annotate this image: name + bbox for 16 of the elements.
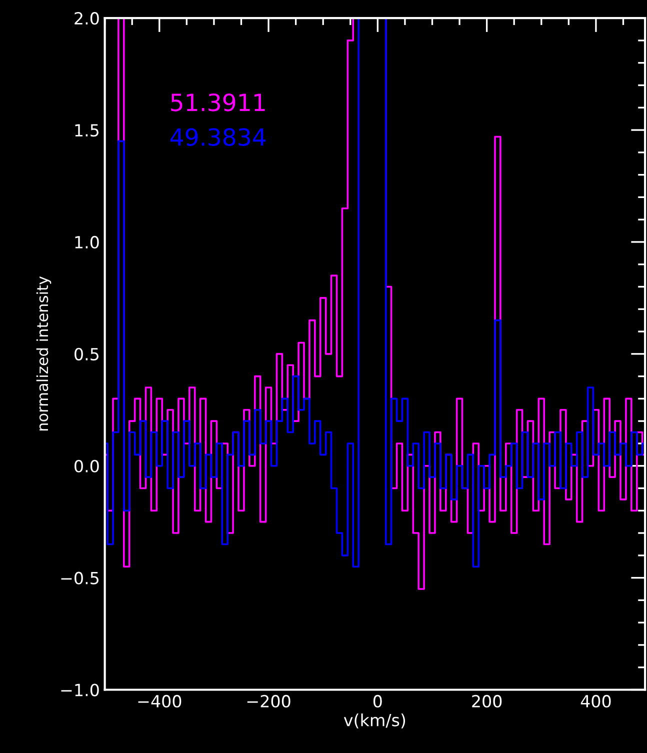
x-tick-label: 0 [373,694,382,708]
y-tick-label: 0.0 [74,460,99,472]
y-tick-label: 1.5 [75,124,98,137]
x-axis-title: v(km/s) [344,714,406,728]
x-tick-label: 400 [580,694,611,708]
y-tick-label: −0.5 [61,572,98,584]
y-axis-title: normalized intensity [36,276,52,431]
x-tick-label: −400 [138,694,182,708]
series-label: 51.3911 [171,93,265,112]
y-tick-label: 2.0 [74,12,99,25]
y-tick-label: −1.0 [61,684,99,696]
y-tick-label: 1.0 [75,236,99,249]
y-tick-label: 0.5 [74,348,98,360]
x-tick-label: 200 [472,694,502,708]
x-tick-label: −200 [247,694,290,708]
series-label: 49.3834 [170,128,266,146]
